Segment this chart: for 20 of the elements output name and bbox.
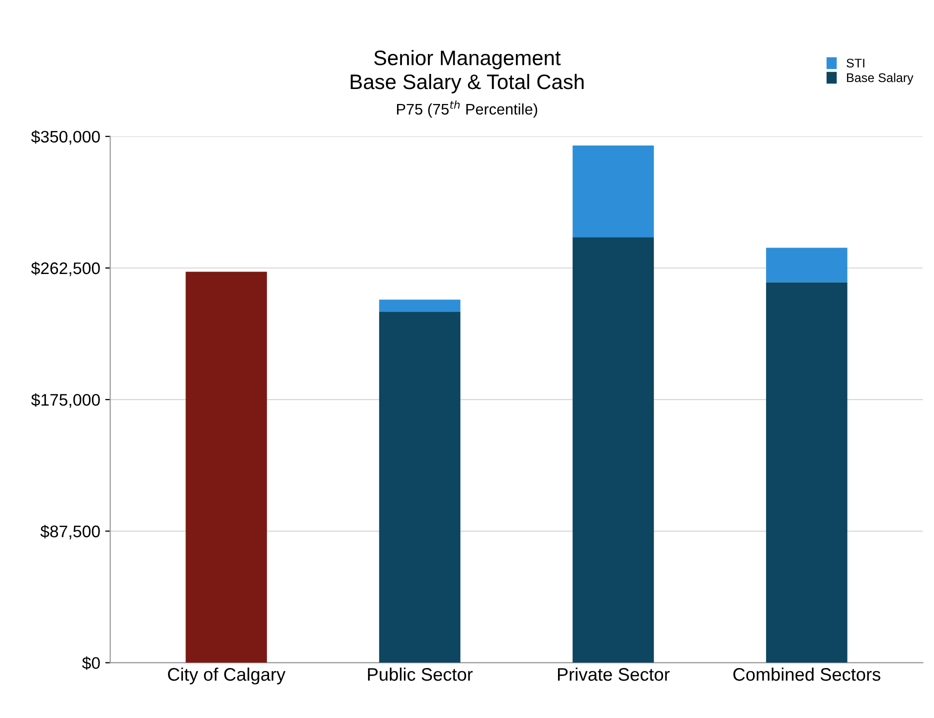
x-tick-label: Combined Sectors — [733, 668, 880, 681]
y-tick-label: $0 — [82, 656, 100, 670]
chart-title: Senior Management Base Salary & Total Cash — [350, 50, 584, 94]
legend-label: Base Salary — [847, 72, 914, 85]
bar — [186, 272, 267, 663]
x-tick-label: Private Sector — [558, 668, 670, 681]
bar — [572, 237, 654, 663]
bar — [379, 300, 460, 312]
x-tick-label: Public Sector — [368, 668, 473, 681]
bar — [766, 248, 848, 282]
y-tick-label: $87,500 — [40, 524, 100, 540]
bar — [766, 282, 848, 663]
bar — [379, 312, 460, 663]
y-tick-label: $262,500 — [31, 262, 100, 276]
chart-subtitle: P75 (75$^{th}$ Percentile) — [397, 100, 538, 118]
y-tick-label: $350,000 — [31, 130, 100, 145]
x-tick-label: City of Calgary — [168, 668, 286, 684]
bar — [572, 145, 654, 238]
legend-label: STI — [846, 58, 864, 68]
y-tick-label: $175,000 — [31, 393, 100, 408]
